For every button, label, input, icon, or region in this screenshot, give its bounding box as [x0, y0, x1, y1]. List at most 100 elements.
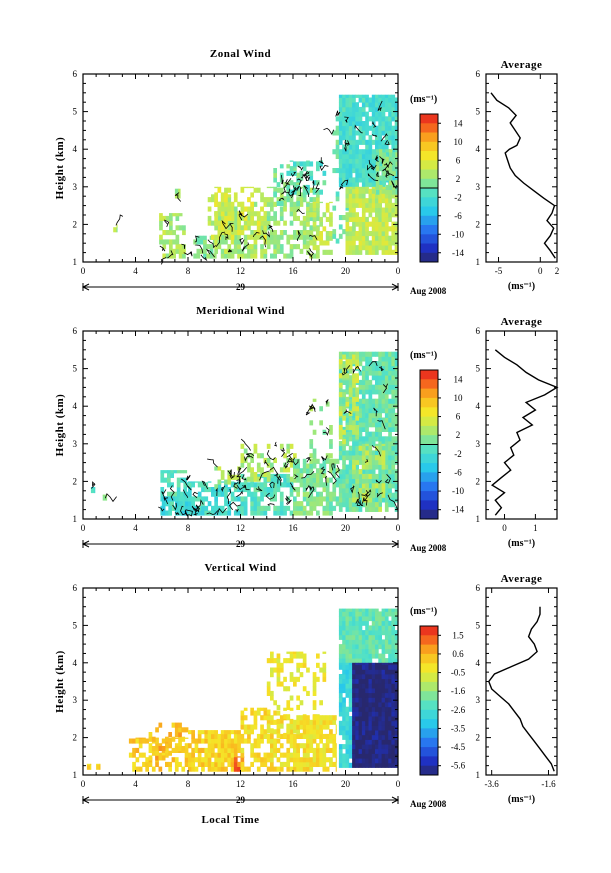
heatmap-cell [188, 501, 192, 507]
heatmap-cell [378, 662, 382, 666]
heatmap-cell [348, 130, 353, 136]
heatmap-cell [365, 692, 369, 698]
heatmap-cell [180, 470, 184, 474]
contour-line [174, 511, 180, 516]
heatmap-cell [388, 216, 392, 222]
contour-line [384, 139, 390, 146]
heatmap-cell [355, 106, 359, 112]
heatmap-cell [266, 186, 271, 189]
contour-line [276, 473, 282, 486]
heatmap-cell [382, 175, 386, 181]
contour-line [236, 484, 246, 491]
heatmap-cell [312, 501, 317, 507]
heatmap-cell [394, 739, 399, 745]
heatmap-cell [138, 743, 143, 749]
heatmap-cell [365, 403, 369, 409]
heatmap-cell [345, 706, 350, 712]
heatmap-cell [342, 429, 346, 435]
heatmap-cell [378, 231, 382, 237]
heatmap-cell [345, 653, 350, 659]
heatmap-cell [371, 436, 376, 442]
heatmap-cell [345, 683, 350, 689]
heatmap-cell [319, 482, 323, 488]
heatmap-cell [312, 729, 317, 735]
heatmap-cell [338, 506, 343, 512]
heatmap-cell [348, 116, 353, 122]
heatmap-cell [338, 177, 343, 183]
colorbar-tick-label: 6 [456, 155, 461, 165]
heatmap-cell [391, 688, 396, 694]
heatmap-cell [203, 248, 207, 254]
heatmap-cell [375, 180, 380, 186]
heatmap-cell [394, 235, 399, 241]
heatmap-cell [352, 653, 356, 659]
heatmap-cell [348, 198, 353, 204]
heatmap-cell [388, 611, 392, 617]
heatmap-cell [381, 753, 386, 759]
heatmap-cell [365, 398, 369, 404]
heatmap-cell [365, 702, 369, 708]
contour-line [377, 420, 386, 430]
heatmap-cell [388, 697, 392, 703]
heatmap-cell [355, 716, 359, 722]
heatmap-cell [302, 752, 307, 758]
heatmap-cell [355, 653, 359, 659]
heatmap-cell [375, 711, 379, 717]
heatmap-cell [342, 688, 346, 694]
heatmap-cell [381, 688, 386, 694]
heatmap-cell [394, 172, 399, 178]
heatmap-cell [345, 662, 350, 666]
heatmap-cell [159, 239, 163, 245]
heatmap-cell [322, 482, 327, 488]
heatmap-cell [132, 752, 136, 758]
contour-line [300, 173, 308, 181]
heatmap-cell [276, 477, 281, 483]
heatmap-cell [394, 97, 399, 103]
heatmap-cell [296, 729, 300, 735]
heatmap-cell [212, 253, 217, 259]
heatmap-cell [316, 729, 320, 735]
heatmap-cell [378, 753, 382, 759]
heatmap-cell [168, 743, 172, 749]
heatmap-cell [302, 468, 307, 474]
heatmap-cell [270, 651, 274, 654]
heatmap-cell [312, 240, 317, 246]
heatmap-cell [329, 429, 333, 435]
heatmap-cell [316, 231, 320, 237]
heatmap-cell [371, 216, 376, 222]
contour-line [350, 485, 355, 494]
heatmap-cell [375, 692, 379, 698]
heatmap-cell [355, 464, 359, 470]
heatmap-cell [355, 664, 359, 670]
contour-line [159, 245, 166, 252]
heatmap-cell [352, 125, 356, 131]
heatmap-cell [368, 706, 373, 712]
heatmap-cell [338, 748, 343, 754]
heatmap-cell [296, 234, 300, 240]
heatmap-cell [378, 235, 382, 241]
profile-y-tick-label: 4 [476, 658, 481, 668]
heatmap-cell [348, 182, 353, 188]
heatmap-cell [217, 244, 222, 250]
heatmap-cell [309, 738, 314, 744]
colorbar-segment [420, 151, 438, 161]
heatmap-cell [394, 455, 399, 461]
heatmap-cell [175, 234, 180, 240]
heatmap-cell [302, 715, 307, 721]
heatmap-cell [388, 412, 392, 418]
heatmap-cell [352, 359, 356, 365]
heatmap-cell [368, 748, 373, 754]
heatmap-cell [260, 467, 264, 473]
heatmap-cell [348, 216, 353, 222]
heatmap-cell [322, 249, 327, 255]
colorbar-segment [420, 215, 438, 226]
heatmap-cell [378, 506, 382, 512]
heatmap-cell [230, 752, 235, 758]
heatmap-cell [283, 473, 287, 479]
heatmap-cell [384, 240, 389, 246]
heatmap-cell [365, 725, 369, 731]
contour-line [215, 487, 218, 496]
colorbar-tick-label: -2.6 [451, 705, 466, 715]
heatmap-cell [342, 658, 346, 664]
profile-line [490, 92, 556, 259]
